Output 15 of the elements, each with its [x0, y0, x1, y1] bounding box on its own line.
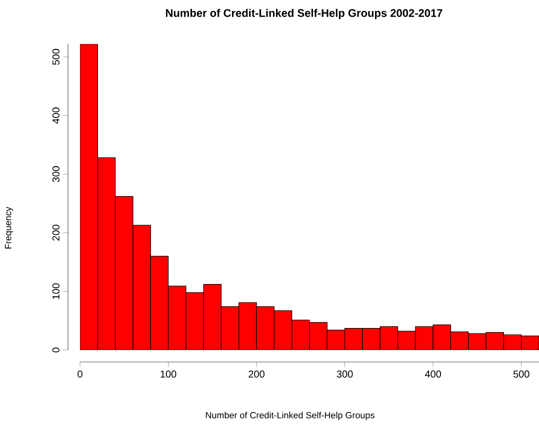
y-tick-label: 0	[52, 348, 60, 352]
x-tick-label: 300	[336, 370, 353, 378]
x-tick-label: 500	[513, 370, 530, 378]
x-tick-label: 400	[424, 370, 442, 378]
y-tick-label: 300	[52, 166, 60, 182]
y-tick-label: 500	[52, 48, 60, 65]
x-tick-label: 200	[248, 370, 264, 378]
y-tick-label: 100	[52, 283, 60, 299]
y-tick-label: 200	[52, 224, 60, 241]
chart-title: Number of Credit-Linked Self-Help Groups 2002-2017	[166, 8, 442, 20]
x-tick-label: 0	[78, 370, 82, 378]
y-tick-label: 400	[52, 108, 60, 124]
y-axis-title: Frequency	[4, 206, 14, 249]
x-axis-title: Number of Credit-Linked Self-Help Groups	[206, 412, 374, 420]
x-tick-label: 100	[160, 370, 176, 378]
